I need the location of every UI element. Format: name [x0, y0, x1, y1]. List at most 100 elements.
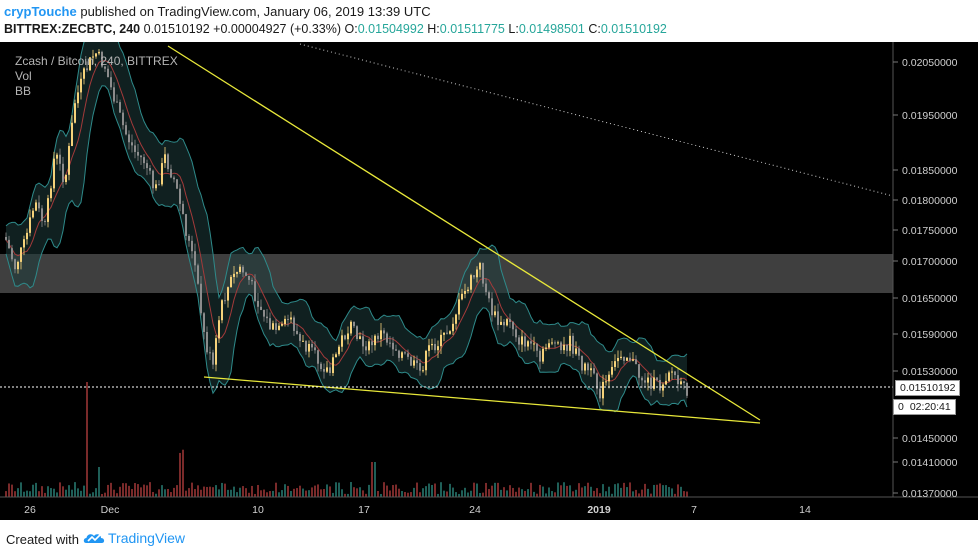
- chart-pane[interactable]: 0.02050000 0.01950000 0.01850000 0.01800000…: [0, 42, 978, 520]
- candle-body: [503, 321, 505, 326]
- volume-bar: [386, 485, 388, 497]
- candle-body: [518, 337, 520, 345]
- volume-bar: [533, 491, 535, 497]
- price-axis[interactable]: 0.02050000 0.01950000 0.01850000 0.01800000…: [893, 57, 958, 500]
- candle-body: [470, 275, 472, 290]
- candle-body: [98, 51, 100, 54]
- candle-body: [311, 344, 313, 348]
- candle-body: [305, 340, 307, 352]
- candle-body: [23, 239, 25, 248]
- candle-body: [449, 331, 451, 334]
- volume-bar: [383, 482, 385, 497]
- candle-body: [293, 317, 295, 331]
- candle-body: [494, 311, 496, 316]
- volume-bar: [560, 485, 562, 497]
- publish-line: crypTouche published on TradingView.com,…: [4, 4, 431, 19]
- volume-bar: [500, 489, 502, 497]
- candle-body: [629, 357, 631, 361]
- candle-body: [107, 68, 109, 78]
- volume-bar: [395, 484, 397, 497]
- volume-bar: [608, 486, 610, 497]
- candle-body: [599, 388, 601, 399]
- volume-bar: [254, 493, 256, 497]
- candle-body: [266, 316, 268, 319]
- candlesticks: [5, 49, 688, 406]
- candle-body: [263, 309, 265, 317]
- volume-bar: [167, 488, 169, 497]
- volume-bar: [161, 485, 163, 497]
- candle-body: [245, 272, 247, 276]
- volume-bar: [530, 482, 532, 497]
- volume-bar: [218, 489, 220, 497]
- candle-body: [347, 333, 349, 340]
- candle-body: [458, 299, 460, 315]
- volume-bar: [518, 487, 520, 497]
- volume-bar: [527, 489, 529, 497]
- candle-body: [248, 275, 250, 280]
- support-trendline[interactable]: [203, 376, 761, 424]
- candle-body: [179, 188, 181, 204]
- candle-body: [29, 217, 31, 233]
- volume-bar: [686, 491, 688, 497]
- candle-body: [224, 300, 226, 302]
- candle-body: [329, 367, 331, 374]
- candle-body: [563, 344, 565, 351]
- volume-bar: [338, 482, 340, 497]
- candle-body: [527, 341, 529, 347]
- chart-canvas[interactable]: 0.02050000 0.01950000 0.01850000 0.01800000…: [0, 42, 978, 520]
- volume-bar: [572, 491, 574, 497]
- descending-resistance-trendline[interactable]: [167, 45, 761, 421]
- candle-body: [275, 323, 277, 330]
- candle-body: [158, 184, 160, 186]
- volume-bar: [173, 487, 175, 497]
- time-tick-label: 7: [691, 504, 697, 516]
- candle-body: [365, 346, 367, 351]
- candle-body: [26, 232, 28, 240]
- price-tick-label: 0.01850000: [902, 165, 958, 177]
- long-term-dotted-trendline[interactable]: [299, 43, 894, 197]
- legend-bb[interactable]: BB: [15, 84, 32, 98]
- candle-body: [8, 239, 10, 249]
- volume-bar: [557, 482, 559, 497]
- candle-body: [641, 377, 643, 381]
- candle-body: [104, 66, 106, 69]
- volume-bar: [485, 482, 487, 497]
- author-link[interactable]: crypTouche: [4, 4, 77, 19]
- volume-bar: [53, 488, 55, 497]
- legend-vol[interactable]: Vol: [15, 69, 32, 83]
- candle-body: [644, 380, 646, 383]
- open-value: 0.01504992: [357, 22, 424, 36]
- volume-bar: [191, 482, 193, 497]
- volume-bar: [350, 482, 352, 497]
- candle-body: [56, 154, 58, 159]
- legend-title[interactable]: Zcash / Bitcoin, 240, BITTREX: [15, 54, 178, 68]
- volume-bar: [653, 484, 655, 497]
- volume-bar: [251, 485, 253, 497]
- tradingview-brand[interactable]: TradingView: [82, 529, 185, 547]
- volume-bar: [287, 485, 289, 497]
- candle-body: [260, 306, 262, 310]
- price-tick-label: 0.01450000: [902, 433, 958, 445]
- volume-bar: [494, 482, 496, 497]
- candle-body: [395, 349, 397, 351]
- volume-bar: [461, 490, 463, 497]
- volume-bar: [269, 491, 271, 497]
- current-price-value: 0.01510192: [900, 382, 956, 394]
- countdown-value: 02:20:41: [909, 401, 951, 413]
- candle-body: [620, 356, 622, 359]
- candle-body: [380, 330, 382, 340]
- time-axis[interactable]: 26 Dec 10 17 24 2019 7 14: [24, 504, 811, 516]
- volume-bar: [92, 492, 94, 497]
- volume-bar: [626, 487, 628, 497]
- candle-body: [509, 319, 511, 322]
- bollinger-upper-band: [5, 42, 688, 362]
- bollinger-band-fill: [6, 42, 687, 412]
- time-tick-label: 24: [469, 504, 481, 516]
- candle-body: [143, 157, 145, 164]
- volume-bar: [446, 491, 448, 497]
- volume-bar: [587, 482, 589, 497]
- volume-bar: [41, 486, 43, 497]
- time-tick-label: Dec: [101, 504, 120, 516]
- volume-bar: [209, 486, 211, 497]
- time-tick-label: 10: [252, 504, 264, 516]
